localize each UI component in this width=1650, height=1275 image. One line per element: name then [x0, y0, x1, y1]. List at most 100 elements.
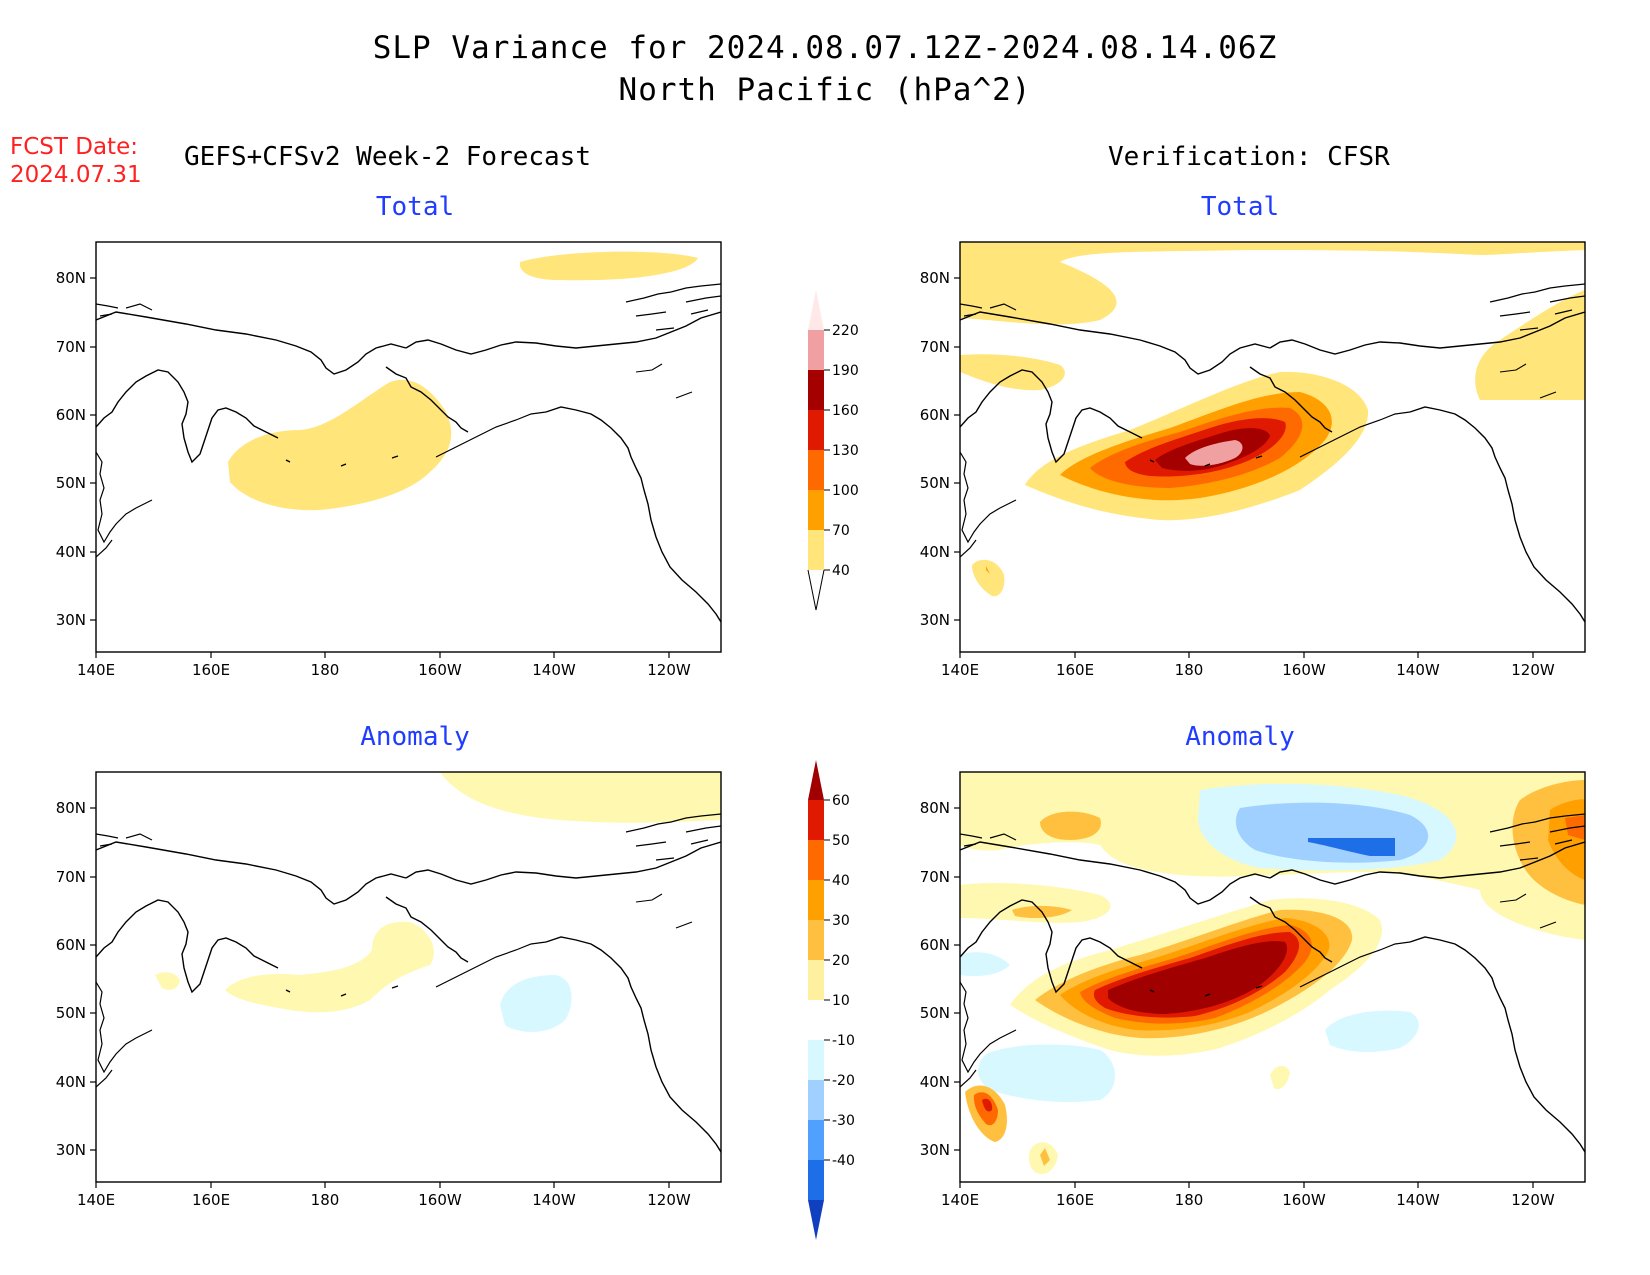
lon-label: 160W	[418, 661, 462, 679]
contour-fill	[972, 559, 1005, 597]
map-frame-bottom-right	[959, 771, 1586, 1183]
lon-label: 120W	[647, 661, 691, 679]
contour-fill	[1475, 290, 1585, 400]
map-frame-top-right	[959, 241, 1586, 653]
lat-label: 50N	[920, 1004, 950, 1022]
colorbar-swatch	[808, 1080, 824, 1120]
lon-label: 180	[311, 661, 340, 679]
lat-label: 70N	[920, 338, 950, 356]
panel-title-bottom-right: Anomaly	[1185, 722, 1295, 752]
lon-label: 160E	[1056, 661, 1094, 679]
contour-fill	[225, 921, 434, 1013]
colorbar-label: 60	[832, 793, 850, 809]
contour-fill	[1325, 1010, 1419, 1052]
colorbar-label: 20	[832, 953, 850, 969]
map-frame-bottom-left	[95, 771, 722, 1183]
contour-fill	[1040, 1148, 1050, 1166]
map-frame-top-left	[95, 241, 722, 653]
colorbar-swatch	[808, 410, 824, 450]
lon-label: 140W	[1396, 661, 1440, 679]
lat-label: 60N	[920, 936, 950, 954]
panel-title-bottom-left: Anomaly	[360, 722, 470, 752]
lon-label: 160W	[418, 1191, 462, 1209]
colorbar-label: 190	[832, 363, 859, 379]
colorbar-swatch	[808, 1000, 824, 1040]
colorbar-swatch	[808, 1160, 824, 1200]
panel-title-top-right: Total	[1200, 192, 1280, 222]
contour-fill	[519, 251, 698, 281]
contour-fill	[1308, 838, 1395, 856]
contour-fill	[1108, 941, 1288, 1014]
contour-fill	[960, 952, 1010, 977]
lat-label: 50N	[56, 474, 86, 492]
lon-label: 160W	[1282, 1191, 1326, 1209]
contour-fill	[978, 1044, 1115, 1102]
contour-fill	[986, 566, 990, 574]
lat-label: 30N	[920, 611, 950, 629]
lat-label: 60N	[56, 406, 86, 424]
colorbar-swatch	[808, 1040, 824, 1080]
lat-label: 80N	[56, 799, 86, 817]
colorbar-label: 40	[832, 563, 850, 579]
contour-fill	[1185, 440, 1243, 466]
colorbar-label: 100	[832, 483, 859, 499]
contour-fill	[982, 1098, 993, 1112]
contour-fill	[1040, 811, 1101, 840]
map-forecast-total	[96, 242, 721, 652]
lat-label: 40N	[56, 1073, 86, 1091]
colorbar-swatch	[808, 800, 824, 840]
colorbar-label: -30	[832, 1113, 855, 1129]
lat-label: 30N	[920, 1141, 950, 1159]
contour-fill	[228, 379, 452, 511]
lon-label: 140E	[941, 661, 979, 679]
lon-label: 140W	[1396, 1191, 1440, 1209]
colorbar-label: 70	[832, 523, 850, 539]
colorbar-label: 160	[832, 403, 859, 419]
lon-label: 160W	[1282, 661, 1326, 679]
lat-label: 30N	[56, 611, 86, 629]
contour-fill	[440, 772, 721, 823]
map-verification-total	[960, 242, 1585, 652]
lon-label: 140W	[532, 1191, 576, 1209]
lon-label: 140E	[941, 1191, 979, 1209]
contour-fill	[960, 242, 1585, 325]
colorbar-swatch	[808, 290, 824, 330]
fcst-date-label: FCST Date:	[10, 134, 138, 160]
lon-label: 140W	[532, 661, 576, 679]
colorbar-label: 10	[832, 993, 850, 1009]
lat-label: 40N	[920, 1073, 950, 1091]
lon-label: 180	[1175, 661, 1204, 679]
colorbar-label: 40	[832, 873, 850, 889]
colorbar-swatch	[808, 370, 824, 410]
panel-title-top-left: Total	[375, 192, 455, 222]
lat-label: 60N	[56, 936, 86, 954]
colorbar-swatch	[808, 330, 824, 370]
contour-fill	[500, 975, 572, 1032]
colorbar-swatch	[808, 450, 824, 490]
colorbar-swatch	[808, 1120, 824, 1160]
lat-label: 50N	[56, 1004, 86, 1022]
lat-label: 80N	[920, 269, 950, 287]
colorbar-anomaly: 60 50 40 30 20 10 -10 -20 -30 -40	[808, 760, 855, 1240]
lat-label: 70N	[56, 868, 86, 886]
lon-label: 120W	[1511, 661, 1555, 679]
chart-title-line1: SLP Variance for 2024.08.07.12Z-2024.08.…	[372, 30, 1278, 66]
colorbar-total: 40 70 100 130 160 190 220	[807, 290, 859, 611]
contour-fill	[1270, 1065, 1290, 1090]
lat-label: 80N	[56, 269, 86, 287]
chart-title-line2: North Pacific (hPa^2)	[618, 72, 1032, 108]
left-column-title: GEFS+CFSv2 Week-2 Forecast	[184, 142, 591, 172]
lat-label: 30N	[56, 1141, 86, 1159]
colorbar-swatch	[808, 530, 824, 570]
fcst-date-value: 2024.07.31	[10, 162, 142, 188]
contour-fill	[960, 354, 1065, 391]
lat-label: 50N	[920, 474, 950, 492]
lat-label: 70N	[56, 338, 86, 356]
colorbar-label: 50	[832, 833, 850, 849]
colorbar-swatch	[808, 920, 824, 960]
lon-label: 120W	[647, 1191, 691, 1209]
right-column-title: Verification: CFSR	[1108, 142, 1390, 172]
contour-fill	[155, 972, 180, 990]
colorbar-swatch	[808, 490, 824, 530]
